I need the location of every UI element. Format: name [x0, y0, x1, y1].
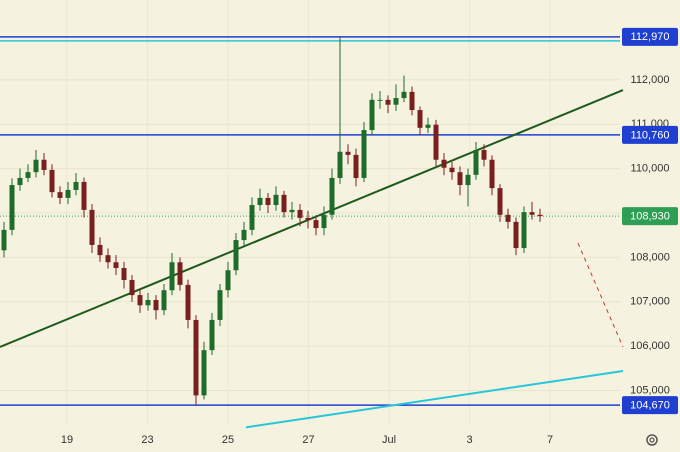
candle-body: [393, 98, 399, 105]
x-tick-label: Jul: [382, 434, 396, 446]
candle-body: [273, 194, 279, 206]
candle-body: [385, 99, 391, 105]
plot: [0, 36, 624, 429]
candle-body: [473, 149, 479, 175]
trend-line: [0, 89, 624, 348]
candle-body: [193, 319, 199, 396]
price-label: 108,930: [630, 211, 670, 223]
candle-body: [465, 174, 471, 186]
price-label-box: [622, 396, 678, 415]
y-tick-label: 106,000: [630, 340, 670, 352]
candle-body: [377, 99, 383, 101]
candle-body: [313, 220, 319, 229]
x-tick-label: 27: [302, 434, 314, 446]
candle-body: [113, 262, 119, 269]
y-tick-label: 112,000: [631, 74, 670, 86]
candle-body: [145, 299, 151, 306]
candle-body: [177, 262, 183, 285]
price-axis: 105,000106,000107,000108,000109,000110,0…: [61, 27, 678, 446]
candle-body: [1, 229, 7, 251]
candle-body: [521, 212, 527, 249]
candle-body: [505, 214, 511, 222]
price-label: 104,670: [630, 400, 670, 412]
candle-body: [33, 159, 39, 173]
candle-body: [161, 290, 167, 311]
y-tick-label: 107,000: [630, 296, 670, 308]
gear[interactable]: [646, 434, 658, 446]
candle-body: [401, 91, 407, 99]
price-label: 110,760: [631, 129, 670, 141]
candle-body: [305, 217, 311, 221]
trend-line: [577, 242, 624, 348]
candle-body: [489, 159, 495, 189]
candle-body: [65, 189, 71, 198]
y-tick-label: 108,000: [630, 251, 670, 263]
candle-body: [49, 169, 55, 193]
candle-body: [337, 151, 343, 178]
candle-body: [129, 280, 135, 296]
candle-body: [409, 91, 415, 111]
x-tick-label: 25: [222, 434, 234, 446]
candle-body: [57, 192, 63, 198]
candle-body: [97, 244, 103, 256]
candle-body: [241, 229, 247, 241]
candle-body: [321, 214, 327, 229]
candle-body: [201, 350, 207, 396]
candle-body: [25, 172, 31, 178]
candle-body: [425, 124, 431, 128]
candle-body: [121, 268, 127, 281]
candle-body: [345, 151, 351, 155]
candle-body: [289, 209, 295, 213]
candle-body: [281, 194, 287, 213]
candle-body: [329, 177, 335, 215]
candle-body: [249, 205, 255, 230]
candle-body: [537, 214, 543, 217]
candle-body: [457, 172, 463, 186]
candle-body: [513, 221, 519, 249]
candle-body: [89, 209, 95, 245]
candle-body: [481, 149, 487, 160]
candle-body: [297, 209, 303, 218]
price-label-box: [622, 27, 678, 46]
candle-body: [185, 284, 191, 320]
candle-body: [17, 177, 23, 186]
x-tick-label: 23: [141, 434, 153, 446]
candle-body: [81, 181, 87, 210]
x-tick-label: 7: [547, 434, 553, 446]
candle-body: [225, 270, 231, 291]
candle-body: [137, 295, 143, 306]
candle-body: [73, 181, 79, 190]
candle-body: [433, 124, 439, 160]
candle-body: [209, 319, 215, 351]
candle-body: [9, 185, 15, 230]
x-tick-label: 3: [466, 434, 472, 446]
candle-body: [169, 262, 175, 291]
candle-body: [257, 197, 263, 206]
trend-line: [245, 369, 624, 429]
price-label-box: [622, 125, 678, 144]
price-label-box: [622, 207, 678, 226]
candle-body: [497, 188, 503, 215]
candle-body: [417, 110, 423, 128]
grid: [0, 0, 620, 426]
candle-body: [369, 99, 375, 131]
candle-body: [441, 159, 447, 168]
candle-body: [353, 154, 359, 178]
candle-body: [265, 197, 271, 206]
candle-body: [41, 159, 47, 170]
y-tick-label: 110,000: [631, 163, 670, 175]
candle-body: [361, 130, 367, 178]
price-label: 112,970: [631, 31, 670, 43]
settings-icon[interactable]: [646, 434, 658, 446]
x-tick-label: 19: [61, 434, 73, 446]
candle-body: [233, 240, 239, 271]
candle-body: [105, 255, 111, 263]
candle-body: [153, 299, 159, 311]
candle-body: [529, 212, 535, 215]
y-tick-label: 105,000: [630, 384, 670, 396]
candle-body: [449, 167, 455, 173]
candle-body: [217, 290, 223, 320]
gear-hub[interactable]: [649, 437, 655, 443]
